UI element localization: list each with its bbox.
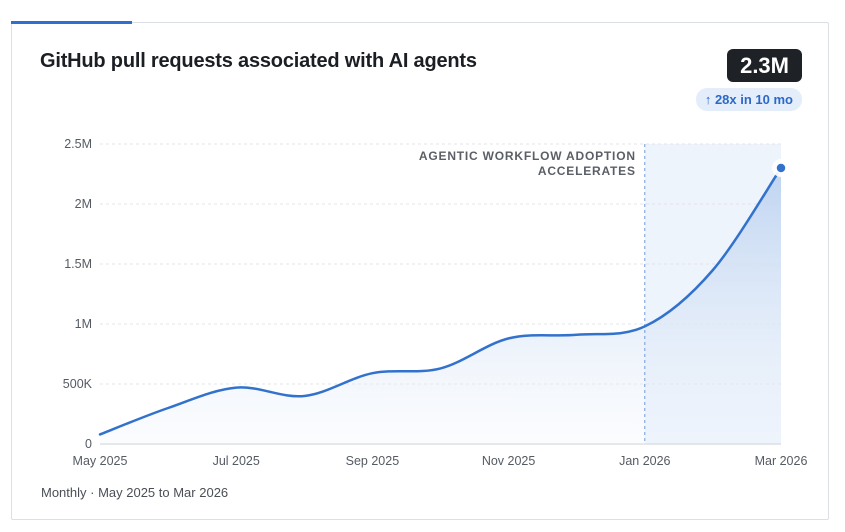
annotation-text-line2: ACCELERATES: [538, 164, 636, 178]
y-tick-label: 2M: [75, 197, 92, 211]
series-line: [98, 166, 783, 436]
end-point-marker: [775, 162, 787, 174]
chart-footnote: Monthly · May 2025 to Mar 2026: [41, 485, 229, 500]
y-tick-label: 1M: [75, 317, 92, 331]
y-tick-label: 500K: [63, 377, 93, 391]
growth-badge: ↑ 28x in 10 mo: [695, 88, 802, 111]
x-tick-label: Jul 2025: [213, 454, 260, 468]
x-tick-label: Jan 2026: [619, 454, 670, 468]
y-tick-label: 1.5M: [64, 257, 92, 271]
x-tick-label: Mar 2026: [755, 454, 808, 468]
y-tick-label: 2.5M: [64, 137, 92, 151]
chart-title: GitHub pull requests associated with AI …: [40, 50, 477, 72]
x-tick-label: May 2025: [73, 454, 128, 468]
x-tick-label: Nov 2025: [482, 454, 536, 468]
x-tick-label: Sep 2025: [346, 454, 400, 468]
tab-accent: [11, 21, 132, 24]
annotation-text-line1: AGENTIC WORKFLOW ADOPTION: [419, 149, 636, 163]
headline-value-badge: 2.3M: [727, 49, 802, 82]
series-area: [100, 168, 781, 444]
y-tick-label: 0: [85, 437, 92, 451]
